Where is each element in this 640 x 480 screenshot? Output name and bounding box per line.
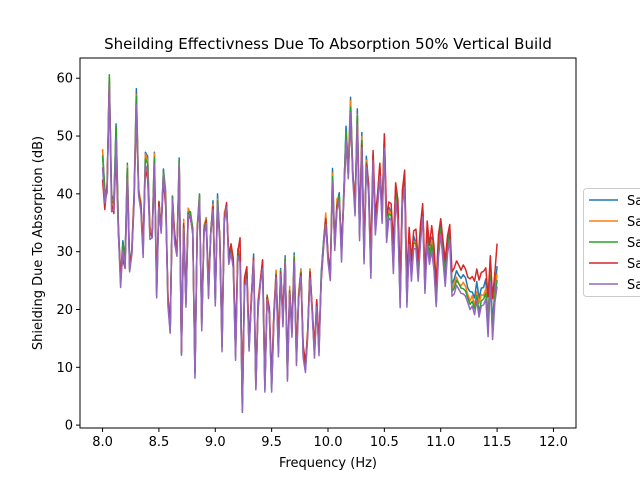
chart-title: Sheilding Effectivness Due To Absorption… — [104, 35, 552, 53]
y-axis-label: Shielding Due To Absorption (dB) — [31, 136, 46, 350]
legend-items: Sa Sa Sa Sa Sa — [589, 194, 640, 293]
x-tick-label: 8.0 — [92, 435, 113, 450]
y-tick-label: 20 — [56, 303, 73, 318]
x-tick-label: 10.0 — [314, 435, 343, 450]
legend-label-1: Sa — [627, 194, 640, 209]
series-layer — [101, 74, 498, 414]
y-tick-label: 10 — [56, 361, 73, 376]
x-tick-label: 9.5 — [261, 435, 282, 450]
y-tick-label: 0 — [65, 419, 73, 434]
x-tick-label: 11.0 — [426, 435, 455, 450]
x-tick-label: 9.0 — [205, 435, 226, 450]
x-tick-label: 11.5 — [483, 435, 512, 450]
y-tick-label: 40 — [56, 187, 73, 202]
legend: Sa Sa Sa Sa Sa — [583, 188, 640, 297]
series-line-5 — [101, 84, 498, 413]
y-tick-label: 60 — [56, 72, 73, 87]
x-tick-label: 10.5 — [370, 435, 399, 450]
legend-label-3: Sa — [627, 236, 640, 251]
legend-label-4: Sa — [627, 257, 640, 272]
y-tick-label: 50 — [56, 130, 73, 145]
legend-label-5: Sa — [627, 278, 640, 293]
x-tick-label: 8.5 — [149, 435, 170, 450]
y-tick-label: 30 — [56, 245, 73, 260]
x-tick-label: 12.0 — [539, 435, 568, 450]
x-axis-label: Frequency (Hz) — [279, 456, 377, 471]
y-axis-ticks: 0 10 20 30 40 50 60 — [56, 72, 80, 434]
x-axis-ticks: 8.0 8.5 9.0 9.5 10.0 10.5 11.0 11.5 12.0 — [92, 428, 568, 450]
legend-label-2: Sa — [627, 215, 640, 230]
